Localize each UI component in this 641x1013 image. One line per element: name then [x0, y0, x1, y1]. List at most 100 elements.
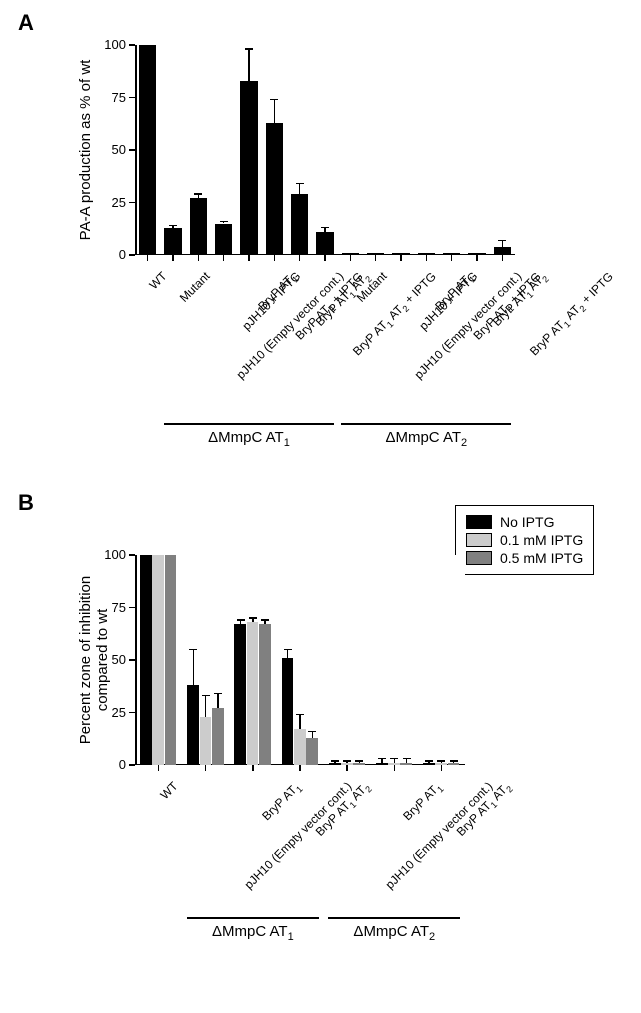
group-underline — [187, 917, 319, 919]
bar — [376, 763, 388, 765]
x-tick — [476, 255, 478, 261]
error-bar — [248, 49, 250, 81]
y-axis — [135, 45, 137, 255]
bar — [212, 708, 224, 765]
y-tick-label: 75 — [90, 90, 126, 105]
error-bar — [205, 696, 207, 717]
y-tick — [129, 607, 135, 609]
bar — [282, 658, 294, 765]
y-axis-label: PA-A production as % of wt — [77, 45, 94, 255]
legend-item: No IPTG — [466, 514, 583, 530]
error-cap — [378, 758, 386, 760]
x-tick — [248, 255, 250, 261]
group-label: ΔMmpC AT2 — [341, 429, 511, 449]
y-tick — [129, 202, 135, 204]
bar — [266, 123, 283, 255]
error-cap — [498, 240, 506, 242]
y-axis — [135, 555, 137, 765]
bar — [190, 198, 207, 255]
chart-b-legend: No IPTG 0.1 mM IPTG 0.5 mM IPTG — [455, 505, 594, 575]
bar — [200, 717, 212, 765]
error-cap — [237, 619, 245, 621]
error-bar — [217, 694, 219, 709]
x-tick — [274, 255, 276, 261]
group-label: ΔMmpC AT1 — [187, 923, 319, 943]
error-cap — [296, 183, 304, 185]
y-tick — [129, 554, 135, 556]
y-tick-label: 100 — [90, 37, 126, 52]
bar — [259, 624, 271, 765]
legend-swatch — [466, 551, 492, 565]
y-tick — [129, 712, 135, 714]
page: A WTMutantpJH10 (Empty vector cont.)pJH1… — [0, 0, 641, 1013]
bar — [294, 729, 306, 765]
x-tick-label: BryP AT1 — [255, 269, 300, 314]
legend-swatch — [466, 533, 492, 547]
group-underline — [164, 423, 334, 425]
bar — [247, 622, 259, 765]
error-cap — [450, 760, 458, 762]
x-tick — [158, 765, 160, 771]
bar — [187, 685, 199, 765]
x-tick — [441, 765, 443, 771]
x-tick-label: Mutant — [177, 269, 213, 305]
error-cap — [308, 731, 316, 733]
x-tick-label: BryP AT1 — [401, 779, 446, 824]
x-tick — [205, 765, 207, 771]
x-tick-label: BryP AT1 — [259, 779, 304, 824]
error-bar — [299, 715, 301, 730]
error-bar — [502, 240, 504, 246]
error-cap — [270, 99, 278, 101]
bar — [400, 763, 412, 765]
bar — [494, 247, 511, 255]
error-cap — [343, 760, 351, 762]
x-tick — [350, 255, 352, 261]
y-tick-label: 50 — [90, 142, 126, 157]
x-tick — [394, 765, 396, 771]
bar — [152, 555, 164, 765]
group-underline — [341, 423, 511, 425]
bar — [353, 763, 365, 765]
chart-a — [135, 45, 515, 255]
y-tick — [129, 97, 135, 99]
bar — [291, 194, 308, 255]
error-bar — [274, 100, 276, 123]
error-bar — [312, 731, 314, 737]
x-tick — [299, 255, 301, 261]
y-tick — [129, 764, 135, 766]
x-tick — [400, 255, 402, 261]
error-cap — [202, 695, 210, 697]
error-bar — [287, 650, 289, 658]
bar — [240, 81, 257, 255]
legend-item: 0.1 mM IPTG — [466, 532, 583, 548]
bar — [140, 555, 152, 765]
y-tick-label: 0 — [90, 247, 126, 262]
error-bar — [299, 184, 301, 195]
x-tick — [147, 255, 149, 261]
error-cap — [355, 760, 363, 762]
legend-label: 0.5 mM IPTG — [500, 550, 583, 566]
bar — [165, 555, 177, 765]
error-cap — [390, 758, 398, 760]
group-label: ΔMmpC AT1 — [164, 429, 334, 449]
y-tick — [129, 659, 135, 661]
error-cap — [437, 760, 445, 762]
bar — [164, 228, 181, 255]
chart-b — [135, 555, 465, 765]
y-tick — [129, 44, 135, 46]
error-cap — [331, 760, 339, 762]
panel-a-label: A — [18, 10, 34, 36]
x-tick — [223, 255, 225, 261]
x-tick — [324, 255, 326, 261]
group-underline — [328, 917, 460, 919]
error-cap — [261, 619, 269, 621]
error-cap — [403, 758, 411, 760]
error-cap — [296, 714, 304, 716]
x-tick — [172, 255, 174, 261]
error-bar — [193, 650, 195, 686]
bar — [423, 763, 435, 765]
bar — [306, 738, 318, 765]
error-cap — [321, 227, 329, 229]
error-cap — [214, 693, 222, 695]
y-tick — [129, 254, 135, 256]
